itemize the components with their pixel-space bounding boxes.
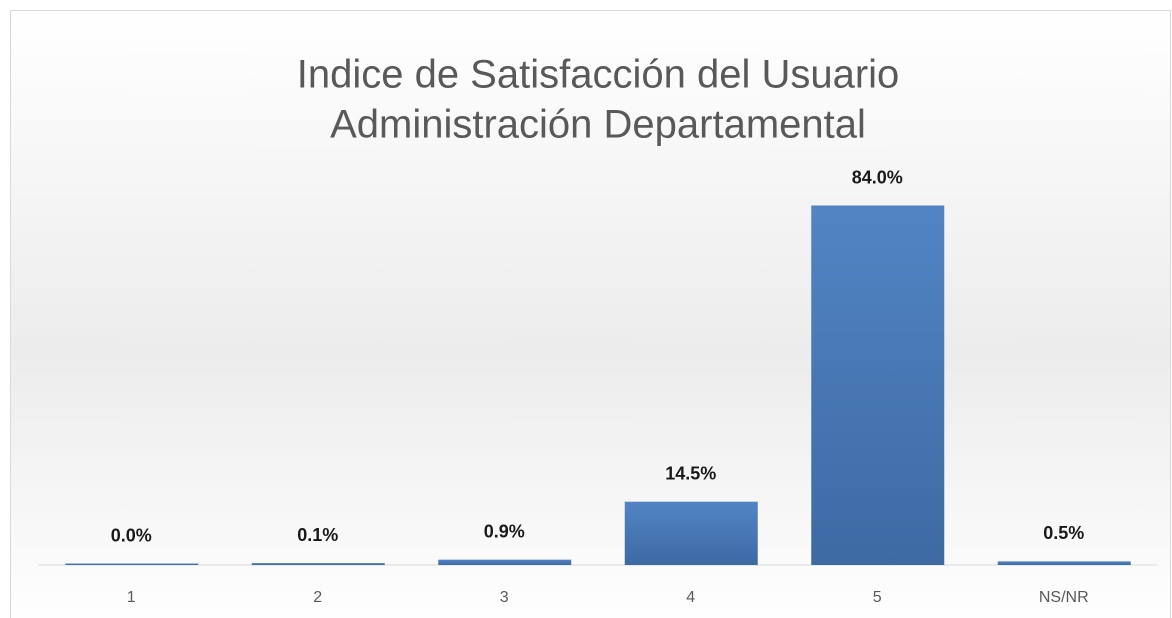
chart-title: Indice de Satisfacción del Usuario	[297, 53, 900, 97]
bar	[65, 563, 199, 565]
x-tick-label: 4	[686, 589, 695, 606]
x-tick-label: NS/NR	[1039, 589, 1089, 606]
chart-title: Administración Departamental	[330, 103, 866, 147]
value-label: 0.0%	[111, 525, 152, 545]
value-label: 14.5%	[665, 463, 716, 483]
bar	[251, 563, 385, 565]
bar	[438, 559, 572, 565]
bar	[811, 205, 945, 565]
x-tick-label: 5	[873, 589, 882, 606]
value-label: 0.5%	[1043, 523, 1084, 543]
value-label: 84.0%	[852, 167, 903, 187]
x-tick-label: 1	[127, 589, 136, 606]
x-tick-label: 3	[500, 589, 509, 606]
value-label: 0.1%	[297, 525, 338, 545]
bar	[624, 501, 758, 565]
bar	[997, 561, 1131, 565]
x-tick-label: 2	[313, 589, 322, 606]
value-label: 0.9%	[484, 521, 525, 541]
chart-frame	[10, 10, 1171, 618]
